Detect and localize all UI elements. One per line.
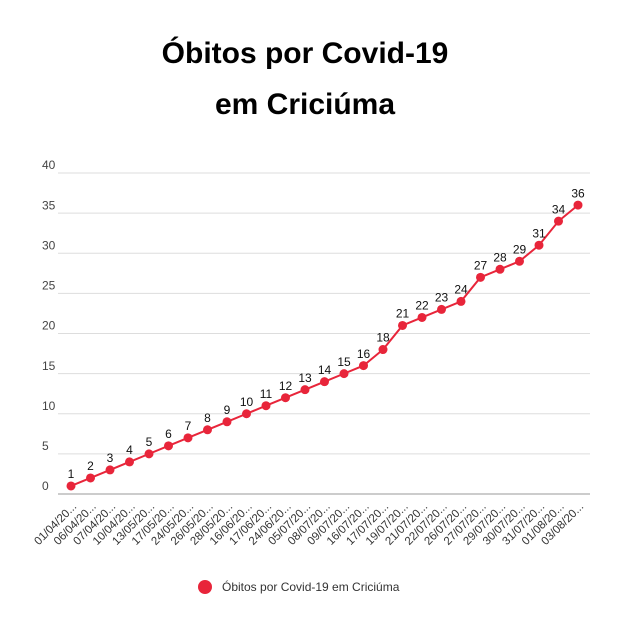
- data-label: 2: [87, 459, 94, 473]
- y-tick-label: 20: [42, 319, 56, 333]
- data-point: [359, 361, 368, 371]
- data-point: [398, 320, 407, 330]
- data-label: 13: [298, 371, 312, 385]
- data-point: [554, 216, 563, 226]
- chart-title: Óbitos por Covid-19: [162, 36, 449, 70]
- data-label: 9: [224, 403, 231, 417]
- data-label: 6: [165, 427, 172, 441]
- data-point: [534, 240, 544, 250]
- data-label: 21: [396, 307, 410, 321]
- y-tick-label: 10: [42, 399, 56, 413]
- data-label: 7: [185, 419, 192, 433]
- data-label: 1: [68, 467, 75, 481]
- data-point: [222, 417, 232, 427]
- data-point: [203, 425, 212, 435]
- data-point: [261, 401, 271, 411]
- data-label: 11: [260, 387, 273, 401]
- y-tick-label: 35: [42, 198, 56, 212]
- data-label: 36: [571, 186, 585, 200]
- data-label: 10: [240, 395, 254, 409]
- data-point: [515, 256, 524, 266]
- data-label: 5: [146, 435, 153, 449]
- legend-marker: [198, 580, 212, 594]
- chart-title: em Criciúma: [215, 88, 395, 121]
- data-label: 16: [357, 347, 371, 361]
- data-point: [300, 385, 310, 395]
- legend-label: Óbitos por Covid-19 em Criciúma: [222, 579, 400, 594]
- y-tick-label: 30: [42, 238, 56, 252]
- data-point: [242, 409, 251, 419]
- data-point: [573, 200, 583, 210]
- data-point: [66, 481, 76, 491]
- data-label: 23: [435, 291, 449, 305]
- data-point: [495, 264, 505, 274]
- data-label: 12: [279, 379, 293, 393]
- data-label: 27: [474, 258, 488, 272]
- data-point: [164, 441, 173, 451]
- data-label: 3: [107, 451, 114, 465]
- data-point: [339, 369, 349, 379]
- data-label: 14: [318, 363, 332, 377]
- data-point: [144, 449, 154, 459]
- y-tick-label: 25: [42, 279, 56, 293]
- data-point: [125, 457, 134, 467]
- data-label: 22: [415, 299, 429, 313]
- data-label: 15: [337, 355, 351, 369]
- y-tick-label: 15: [42, 359, 56, 373]
- y-tick-label: 5: [42, 439, 49, 453]
- data-label: 29: [513, 242, 527, 256]
- data-point: [417, 312, 427, 322]
- data-point: [183, 433, 193, 443]
- data-label: 8: [204, 411, 211, 425]
- data-point: [476, 272, 485, 282]
- data-label: 4: [126, 443, 133, 457]
- data-label: 24: [454, 283, 468, 297]
- data-point: [320, 377, 329, 387]
- data-point: [378, 345, 388, 355]
- data-point: [105, 465, 115, 475]
- data-point: [456, 296, 466, 306]
- y-tick-label: 0: [42, 479, 49, 493]
- data-label: 28: [493, 250, 507, 264]
- data-point: [437, 304, 446, 314]
- y-tick-label: 40: [42, 158, 56, 172]
- data-label: 31: [532, 226, 546, 240]
- data-point: [86, 473, 95, 483]
- data-point: [281, 393, 290, 403]
- data-label: 18: [376, 331, 390, 345]
- data-label: 34: [552, 202, 566, 216]
